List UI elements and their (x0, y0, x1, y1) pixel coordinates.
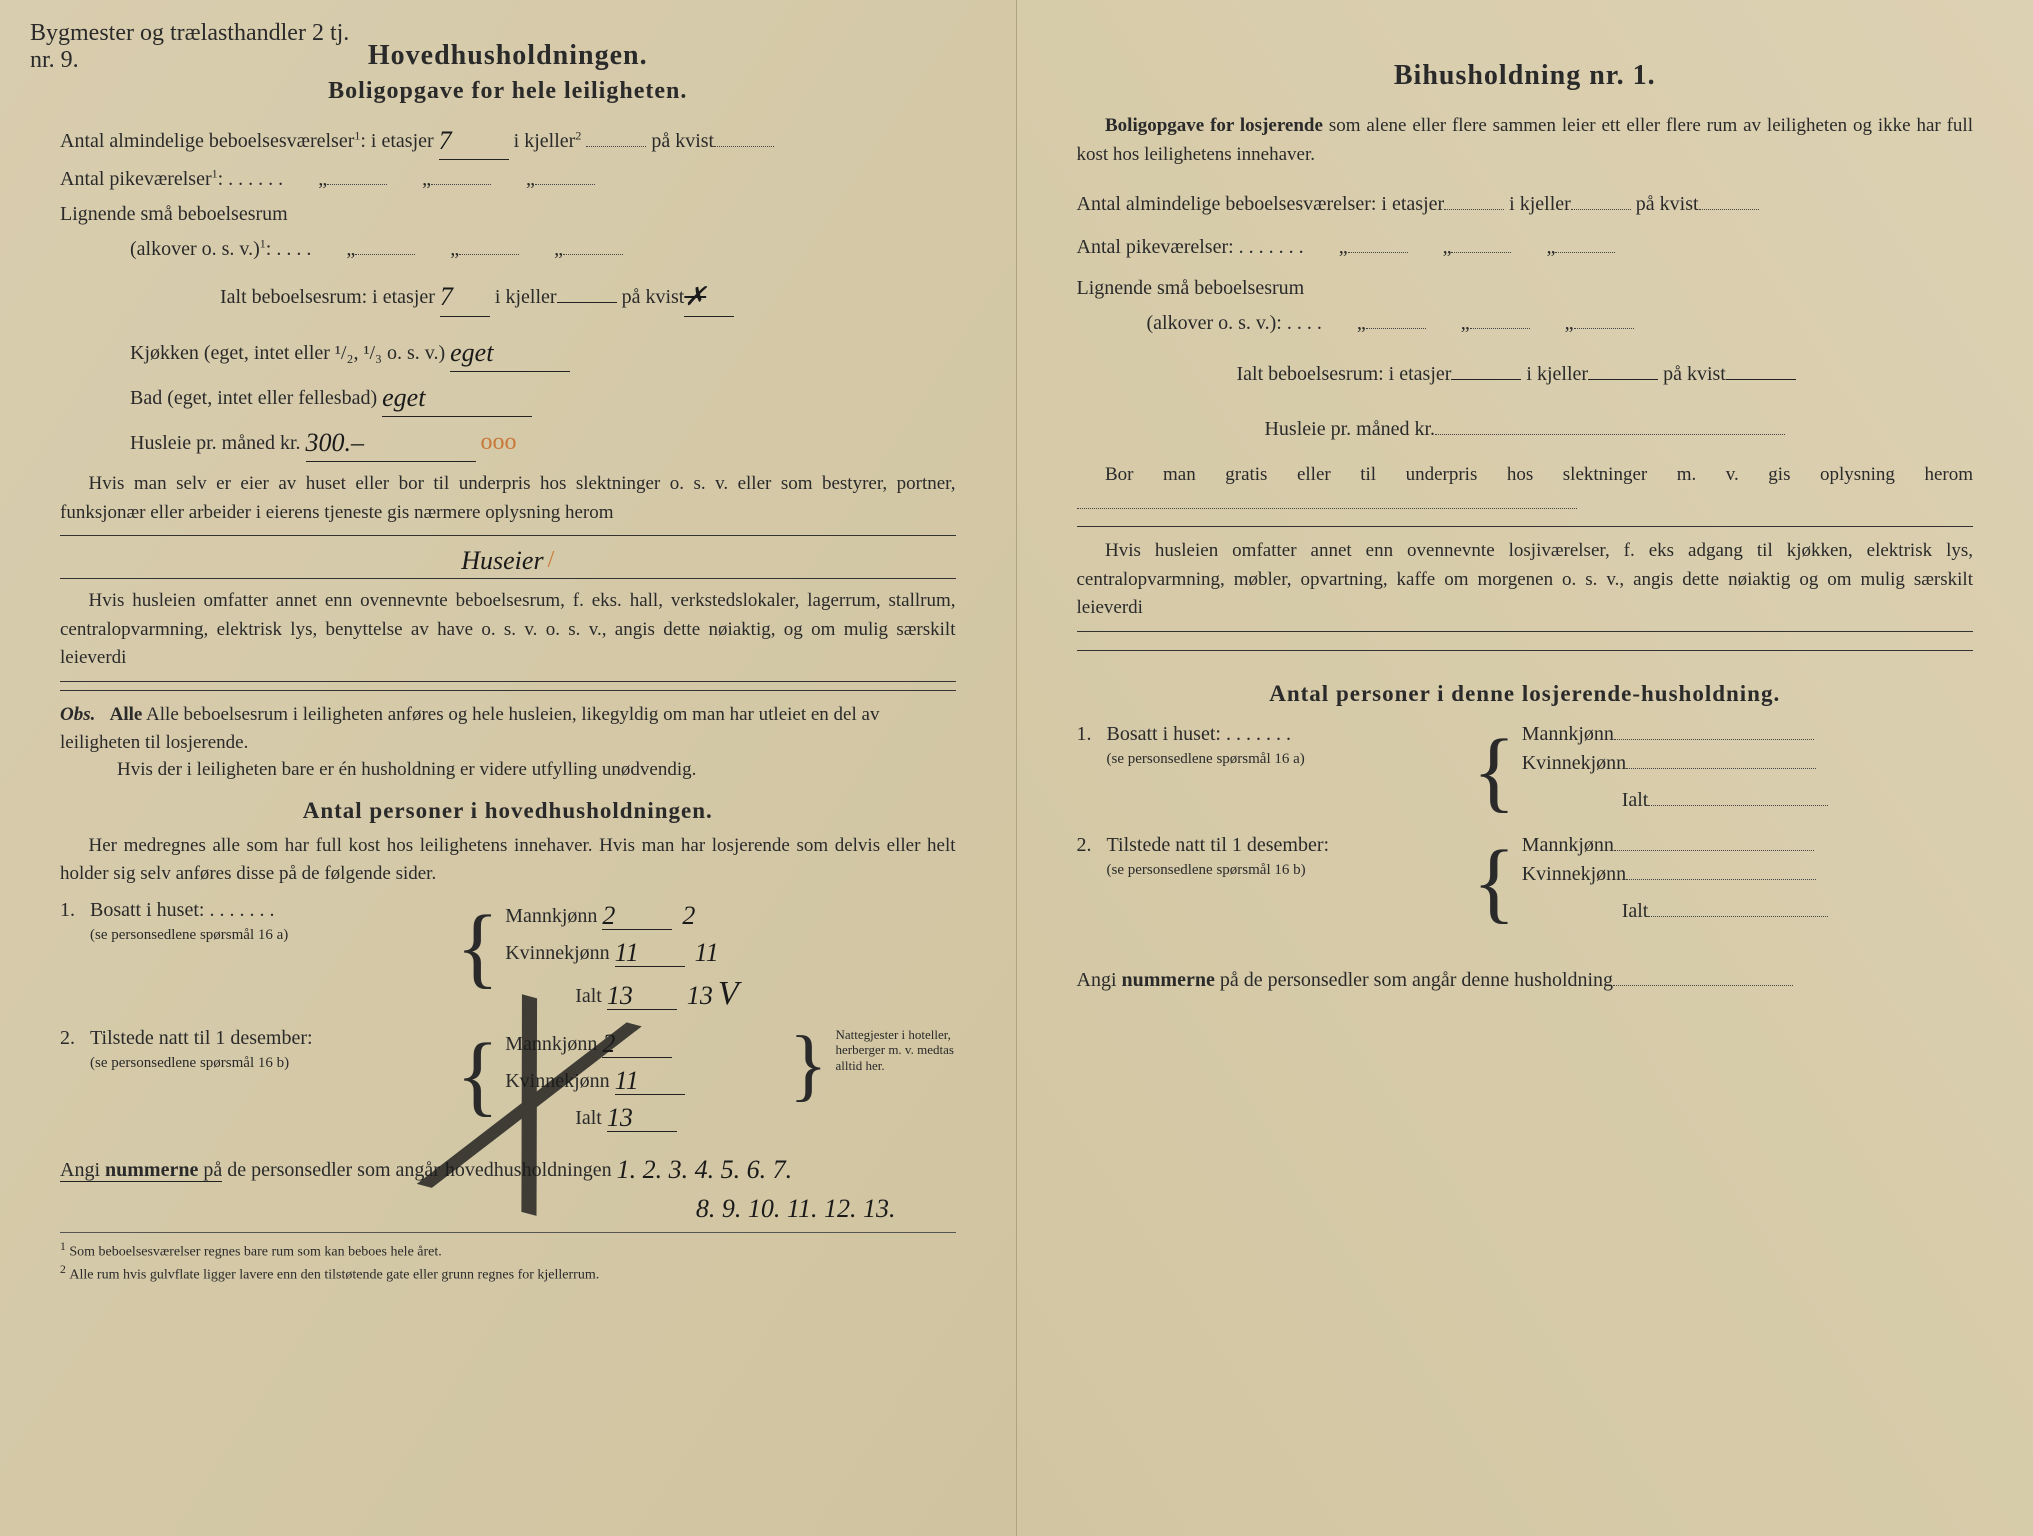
subheader-persons: Antal personer i hovedhusholdningen. (60, 798, 956, 824)
hw-nums1: 1. 2. 3. 4. 5. 6. 7. (617, 1150, 793, 1190)
orange-mark: ooo (481, 429, 517, 455)
r-alkover-a: Lignende små beboelsesrum (1077, 273, 1974, 304)
r-line-rooms: Antal almindelige beboelsesværelser: i e… (1077, 189, 1974, 220)
hw-etasjer: 7 (439, 121, 452, 161)
footnotes: 1 Som beboelsesværelser regnes bare rum … (60, 1232, 956, 1286)
r-title: Bihusholdning nr. 1. (1077, 60, 1974, 92)
r-ialt-rooms: Ialt beboelsesrum: i etasjer i kjeller p… (1237, 359, 1974, 390)
hw-kjokken: eget (450, 333, 493, 373)
annotation-text: Bygmester og trælasthandler 2 tj. (30, 20, 349, 46)
r-subheader: Antal personer i denne losjerende-hushol… (1077, 681, 1974, 707)
line-rooms: Antal almindelige beboelsesværelser1: i … (60, 119, 956, 160)
hw-ialt-etasjer: 7 (440, 277, 453, 317)
para-owner: Hvis man selv er eier av huset eller bor… (60, 470, 956, 527)
r-para2: Hvis husleien omfatter annet enn ovennev… (1077, 537, 1974, 623)
hw-huseier: Huseier (461, 546, 543, 576)
r-para1: Bor man gratis eller til underpris hos s… (1077, 461, 1974, 518)
line-bad: Bad (eget, intet eller fellesbad) eget (130, 376, 956, 417)
left-page: Bygmester og trælasthandler 2 tj. nr. 9.… (0, 0, 1017, 1536)
line-alkover-a: Lignende små beboelsesrum (60, 199, 956, 230)
hw-husleie: 300.– (306, 423, 365, 463)
line-pike: Antal pikeværelser1: . . . . . . „ „ „ (60, 164, 956, 195)
line-ialt-rooms: Ialt beboelsesrum: i etasjer 7 i kjeller… (220, 275, 956, 316)
top-annotation: Bygmester og trælasthandler 2 tj. nr. 9. (30, 20, 349, 74)
line-husleie: Husleie pr. måned kr. 300.– ooo (130, 421, 956, 462)
obs-block: Obs. Alle Alle beboelsesrum i leilighete… (60, 701, 956, 784)
sub-desc: Her medregnes alle som har full kost hos… (60, 832, 956, 889)
side-note: Nattegjester i hoteller, herberger m. v.… (836, 1027, 956, 1138)
line-kjokken: Kjøkken (eget, intet eller ¹/₂, ¹/₃ o. s… (130, 331, 956, 372)
r-husleie: Husleie pr. måned kr. (1077, 414, 1974, 445)
sub-title: Boligopgave for hele leiligheten. (60, 78, 956, 105)
line-alkover-b: (alkover o. s. v.)1: . . . . „ „ „ (130, 234, 956, 265)
hw-nums2: 8. 9. 10. 11. 12. 13. (696, 1194, 896, 1224)
r-item-bosatt: 1. Bosatt i huset: . . . . . . . (se per… (1077, 723, 1974, 818)
right-page: Bihusholdning nr. 1. Boligopgave for los… (1017, 0, 2033, 1536)
r-line-pike: Antal pikeværelser: . . . . . . . „ „ „ (1077, 232, 1974, 263)
hw-bad: eget (382, 378, 425, 418)
r-alkover-b: (alkover o. s. v.): . . . . „ „ „ (1147, 308, 1974, 339)
r-intro: Boligopgave for losjerende som alene ell… (1077, 112, 1974, 169)
annotation-nr: nr. 9. (30, 47, 79, 73)
r-item-tilstede: 2. Tilstede natt til 1 desember: (se per… (1077, 834, 1974, 929)
para-husleie-extra: Hvis husleien omfatter annet enn ovennev… (60, 587, 956, 673)
r-angi: Angi nummerne på de personsedler som ang… (1077, 965, 1974, 996)
item-tilstede: 2. Tilstede natt til 1 desember: (se per… (60, 1027, 956, 1138)
